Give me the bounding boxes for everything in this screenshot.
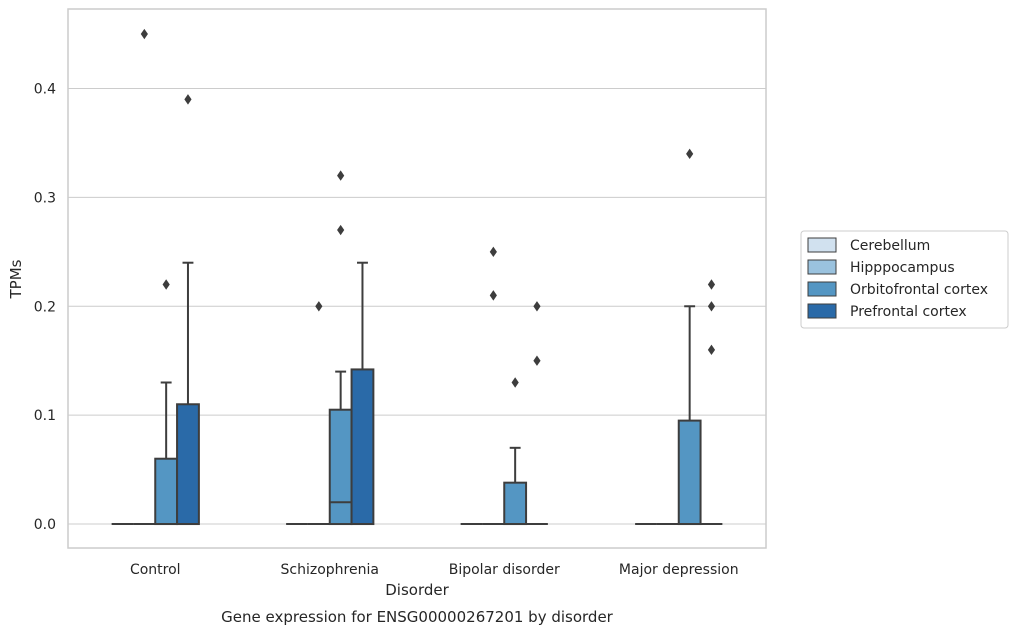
outlier-point — [184, 94, 192, 105]
outlier-point — [337, 170, 345, 181]
x-tick-label: Schizophrenia — [281, 562, 379, 578]
outlier-point — [533, 301, 541, 312]
outlier-point — [707, 279, 716, 290]
y-axis-label: TPMs — [7, 259, 25, 299]
y-tick-label: 0.1 — [34, 408, 56, 424]
box-orbitofrontal-cortex — [328, 170, 353, 526]
legend-box — [800, 230, 1009, 329]
box-orbitofrontal-cortex — [503, 377, 528, 526]
legend-swatch — [807, 237, 837, 253]
box-hipppocampus — [307, 301, 330, 526]
y-tick-label: 0.3 — [34, 190, 56, 206]
box-hipppocampus — [482, 246, 505, 526]
box-body — [328, 408, 353, 526]
legend-swatch — [807, 303, 837, 319]
legend-swatch — [807, 281, 837, 297]
legend-label: Hipppocampus — [850, 260, 955, 276]
box-hipppocampus — [133, 28, 156, 526]
outlier-point — [707, 301, 716, 312]
plot-frame — [67, 8, 767, 549]
outlier-point — [707, 344, 716, 356]
x-tick-label: Control — [130, 562, 181, 578]
legend: Cerebellum Hipppocampus Orbitofrontal cort… — [800, 230, 1009, 329]
box-prefrontal-cortex — [526, 301, 548, 526]
legend-swatch — [807, 259, 837, 275]
legend-label: Cerebellum — [850, 238, 930, 254]
outlier-point — [489, 246, 497, 258]
plot-border — [67, 8, 767, 549]
outlier-point — [140, 28, 148, 40]
x-axis-label: Disorder — [385, 581, 449, 599]
x-tick-labels: Control Schizophrenia Bipolar disorder Majo… — [130, 562, 739, 578]
box-body — [154, 457, 179, 526]
box-prefrontal-cortex — [176, 94, 200, 526]
chart-caption: Gene expression for ENSG00000267201 by d… — [221, 608, 614, 626]
x-tick-label: Major depression — [619, 562, 739, 578]
y-tick-label: 0.4 — [34, 81, 56, 97]
outlier-point — [533, 355, 541, 366]
y-tick-label: 0.0 — [34, 517, 56, 533]
outlier-point — [315, 301, 323, 312]
box-orbitofrontal-cortex — [677, 148, 702, 526]
box-orbitofrontal-cortex — [154, 279, 179, 526]
outlier-point — [511, 377, 519, 388]
legend-label: Orbitofrontal cortex — [850, 282, 988, 298]
box-body — [503, 481, 528, 526]
box-prefrontal-cortex — [350, 261, 375, 526]
box-body — [176, 403, 200, 526]
x-tick-label: Bipolar disorder — [449, 562, 560, 578]
outlier-point — [337, 224, 345, 236]
legend-label: Prefrontal cortex — [850, 304, 967, 320]
y-tick-label: 0.2 — [34, 299, 56, 315]
y-tick-labels: 0.0 0.1 0.2 0.3 0.4 — [34, 81, 56, 533]
box-body — [677, 419, 702, 526]
box-body — [350, 368, 375, 526]
outlier-point — [489, 290, 497, 301]
box-series — [111, 28, 723, 526]
box-prefrontal-cortex — [700, 279, 723, 526]
outlier-point — [686, 148, 694, 160]
outlier-point — [162, 279, 170, 290]
